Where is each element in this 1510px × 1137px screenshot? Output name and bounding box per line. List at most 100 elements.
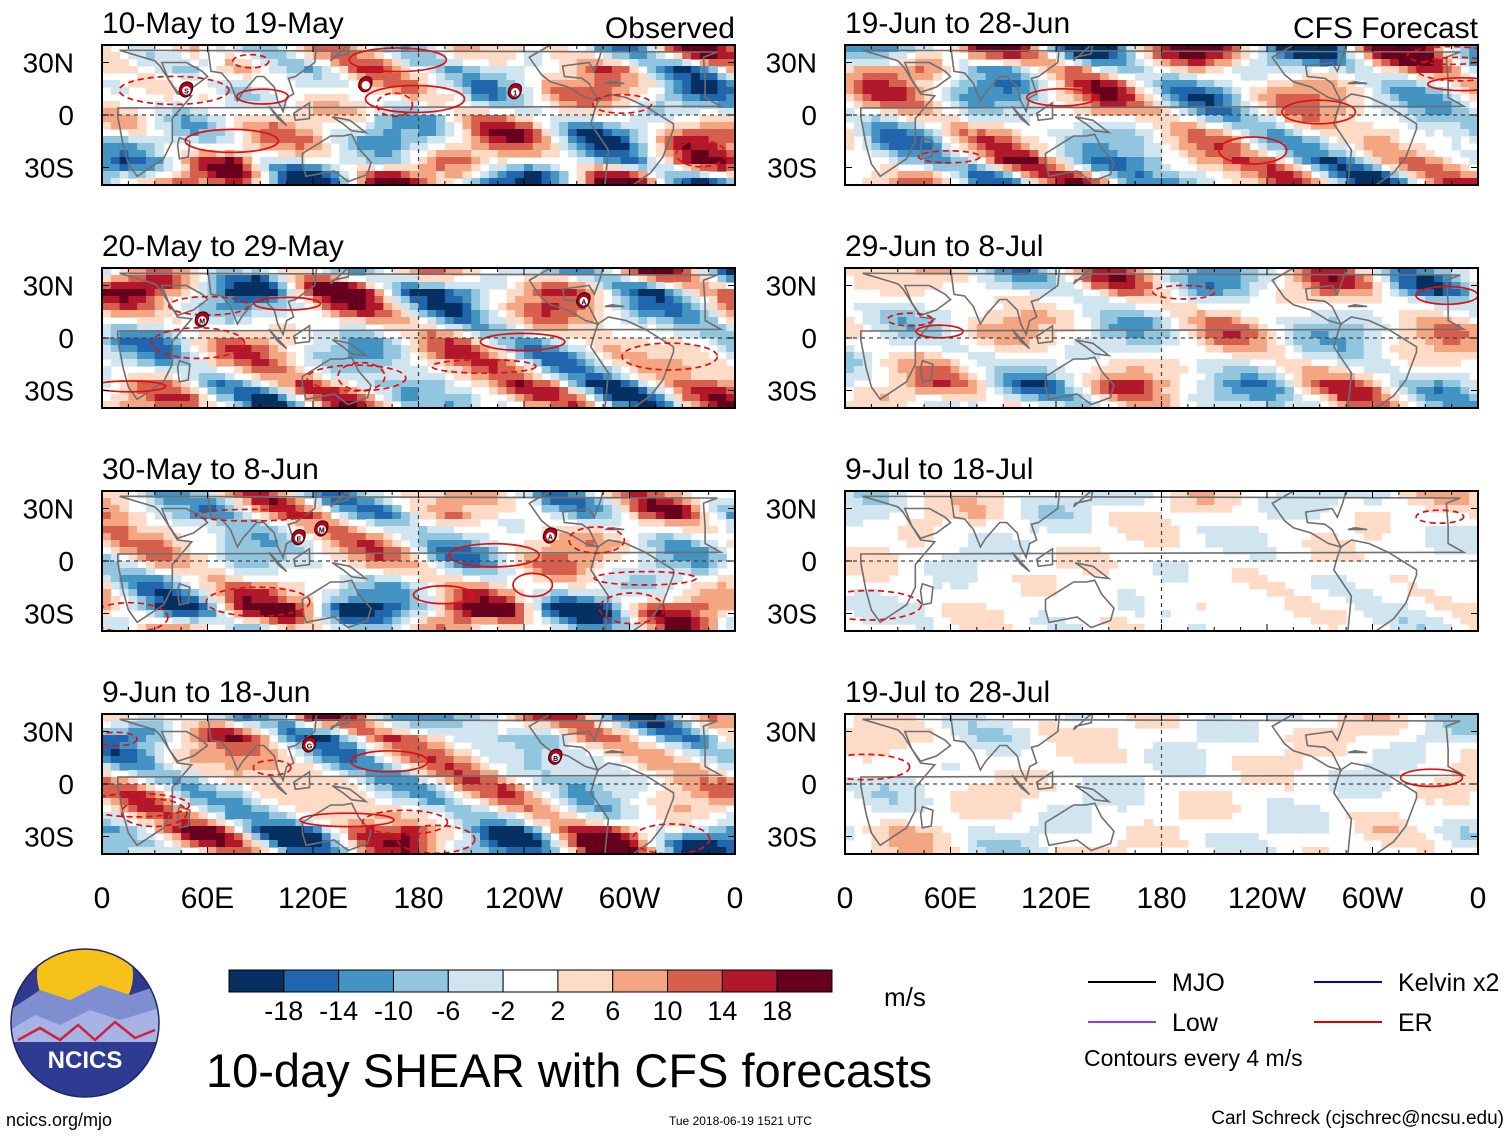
shear-cell [313,143,323,151]
shear-cell [321,80,332,88]
shear-cell [383,317,393,325]
shear-cell [629,589,639,597]
shear-cell [348,296,358,304]
shear-cell [541,847,551,854]
shear-cell [611,812,622,820]
shear-cell [189,268,200,276]
shear-cell [453,164,464,172]
shear-cell [717,394,727,402]
shear-cell [207,519,217,527]
shear-cell [313,129,323,137]
shear-cell [189,136,200,144]
shear-cell [225,533,235,541]
shear-cell [620,575,631,583]
shear-cell [418,721,428,729]
shear-cell [119,289,129,297]
shear-cell [251,840,261,848]
shear-cell [295,505,305,513]
shear-cell [664,317,675,325]
shear-cell [691,150,701,158]
shear-cell [330,310,340,318]
shear-cell [145,596,156,604]
shear-cell [717,282,727,290]
shear-cell [154,561,165,569]
shear-cell [559,331,569,339]
shear-cell [427,66,437,74]
shear-cell [444,352,455,360]
shear-cell [453,749,464,757]
shear-cell [436,749,446,757]
shear-cell [515,101,525,109]
shear-cell [541,749,551,757]
shear-cell [339,603,349,611]
shear-cell [365,359,376,367]
shear-cell [620,617,631,625]
shear-cell [110,721,121,729]
shear-cell [251,728,261,736]
shear-cell [453,582,464,590]
shear-cell [436,526,446,534]
shear-cell [409,624,420,631]
shear-cell [286,394,297,402]
shear-cell [550,52,560,60]
shear-cell [128,380,138,388]
shear-cell [233,714,244,722]
shear-cell [611,394,622,402]
shear-cell [137,540,147,548]
shear-cell [488,554,499,562]
shear-cell [664,324,675,332]
shear-cell [277,561,288,569]
shear-cell [444,777,455,785]
shear-cell [576,512,587,520]
shear-cell [251,735,261,743]
shear-cell [277,359,288,367]
shear-cell [673,373,683,381]
shear-cell [189,554,200,562]
shear-cell [409,310,420,318]
shear-cell [427,157,437,165]
shear-cell [198,505,209,513]
shear-cell [576,122,587,130]
storm-marker: S [178,81,194,98]
shear-cell [321,268,332,276]
shear-cell [163,52,173,60]
shear-cell [699,52,710,60]
shear-cell [286,129,297,137]
shear-cell [392,735,402,743]
shear-cell [128,833,138,841]
shear-cell [145,505,156,513]
shear-cell [137,303,147,311]
shear-cell [400,394,411,402]
shear-cell [374,791,384,799]
shear-cell [260,94,270,102]
shear-cell [145,540,156,548]
shear-cell [594,498,604,506]
shear-cell [374,317,384,325]
shear-cell [699,331,710,339]
shear-cell [567,289,578,297]
shear-cell [708,394,719,402]
shear-cell [453,303,464,311]
shear-cell [497,610,508,618]
shear-cell [603,728,613,736]
shear-cell [277,798,288,806]
shear-cell [392,784,402,792]
shear-cell [102,122,112,130]
shear-cell [655,275,666,283]
shear-cell [102,324,112,332]
shear-cell [269,728,279,736]
shear-cell [497,352,508,360]
shear-cell [682,94,692,102]
shear-cell [269,359,279,367]
shear-cell [611,833,622,841]
shear-cell [374,847,384,854]
shear-cell [207,366,217,374]
shear-cell [356,296,367,304]
shear-cell [207,617,217,625]
shear-cell [198,749,209,757]
shear-cell [392,52,402,60]
shear-cell [260,352,270,360]
shear-cell [576,589,587,597]
shear-cell [567,359,578,367]
